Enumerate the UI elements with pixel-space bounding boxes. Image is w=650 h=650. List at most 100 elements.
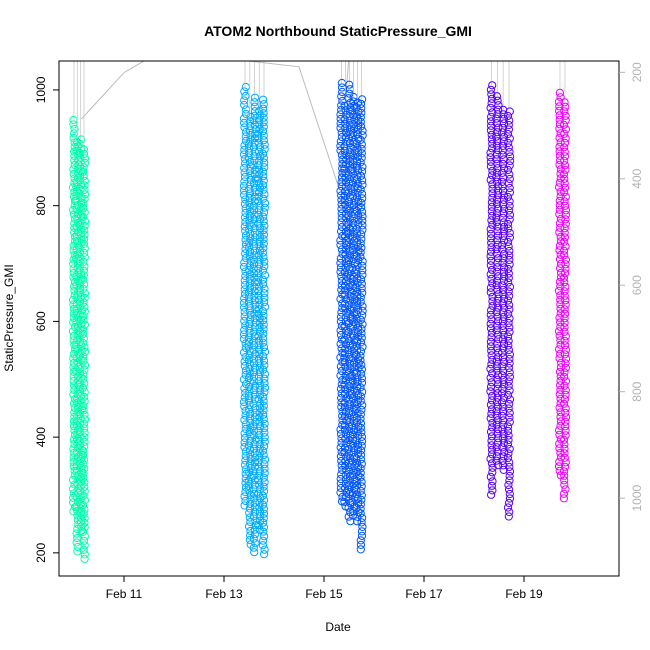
data-point (259, 194, 268, 203)
data-point (560, 323, 569, 332)
data-point (260, 442, 269, 451)
data-point (80, 194, 89, 203)
data-point (356, 99, 366, 109)
y2-tick-label: 400 (630, 168, 644, 188)
data-point (554, 97, 564, 106)
data-point (498, 389, 507, 398)
data-point (79, 545, 88, 555)
data-point (488, 171, 497, 180)
data-point (487, 445, 497, 454)
data-point (337, 150, 346, 160)
data-point (358, 126, 367, 135)
data-point (357, 104, 366, 113)
data-point (493, 164, 502, 173)
data-point (498, 177, 507, 186)
data-point (254, 309, 263, 318)
data-point (356, 338, 366, 347)
data-point (505, 210, 515, 220)
data-point (505, 467, 515, 476)
data-point (260, 262, 269, 271)
data-point (80, 320, 90, 329)
data-point (251, 395, 260, 404)
data-point (356, 293, 365, 302)
x-tick-label: Feb 11 (106, 587, 143, 601)
data-point (561, 345, 571, 354)
data-point (493, 299, 502, 308)
data-point (254, 278, 263, 287)
data-point (560, 174, 569, 183)
data-point (241, 217, 250, 227)
data-point (555, 430, 564, 439)
data-point (80, 181, 89, 190)
data-point (487, 265, 497, 274)
data-point (250, 111, 259, 120)
data-point (504, 435, 513, 445)
data-point (357, 234, 366, 243)
data-point (498, 258, 507, 267)
data-point (79, 469, 88, 478)
data-point (260, 293, 269, 302)
data-point (504, 269, 513, 278)
data-point (358, 302, 367, 311)
data-point (554, 462, 564, 471)
data-point (504, 390, 513, 400)
data-point (80, 554, 89, 564)
data-point (560, 467, 569, 476)
data-point (505, 399, 514, 409)
data-point (561, 354, 571, 363)
data-point (259, 212, 268, 221)
data-point (80, 176, 89, 185)
y2-tick-label: 1000 (630, 485, 644, 512)
data-point (493, 429, 502, 438)
data-point (505, 228, 514, 238)
data-point (259, 536, 268, 545)
data-point (80, 248, 89, 257)
data-point (79, 473, 88, 482)
data-point (255, 300, 264, 309)
data-point (357, 369, 366, 378)
data-point (505, 255, 514, 265)
data-point (505, 507, 514, 517)
data-point (560, 228, 569, 237)
data-point (78, 500, 88, 509)
data-point (80, 428, 89, 437)
data-point (258, 491, 267, 500)
data-point (80, 154, 90, 163)
data-point (260, 419, 269, 428)
data-point (250, 183, 260, 192)
data-point (258, 307, 268, 316)
data-point (560, 188, 569, 197)
data-point (70, 277, 80, 287)
data-point (259, 518, 268, 527)
data-point (556, 304, 565, 313)
data-point (69, 273, 78, 282)
data-point (249, 260, 259, 269)
data-point (561, 341, 570, 350)
data-point (504, 318, 513, 328)
data-point (336, 353, 345, 362)
data-point (259, 122, 268, 131)
data-point (486, 85, 495, 94)
data-point (259, 365, 268, 374)
data-point (559, 273, 569, 282)
data-point (492, 200, 502, 209)
data-point (487, 409, 496, 418)
data-point (488, 450, 497, 459)
data-point (250, 449, 259, 458)
data-point (493, 384, 502, 393)
data-point (555, 439, 564, 448)
data-point (504, 363, 513, 373)
data-point (254, 377, 263, 386)
data-point (80, 347, 90, 356)
data-point (249, 489, 259, 498)
data-point (259, 338, 268, 347)
data-point (69, 165, 78, 174)
data-point (488, 463, 497, 472)
data-point (358, 266, 367, 275)
data-point (504, 206, 513, 215)
data-point (555, 205, 564, 214)
data-point (259, 325, 268, 334)
data-point (492, 213, 501, 222)
data-point (356, 113, 365, 122)
data-point (79, 401, 88, 410)
